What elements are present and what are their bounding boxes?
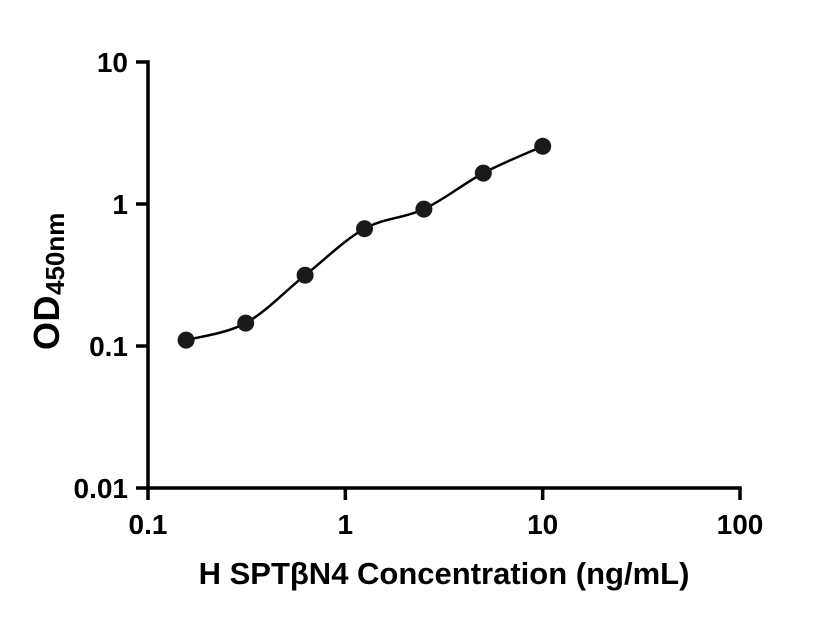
data-point — [237, 314, 255, 332]
y-axis-title: OD450nm — [26, 212, 70, 350]
y-tick-label: 10 — [97, 47, 128, 78]
x-tick-label: 100 — [717, 509, 764, 540]
x-tick-label: 1 — [338, 509, 354, 540]
data-point — [534, 137, 552, 155]
x-tick-label: 10 — [527, 509, 558, 540]
x-axis-title: H SPTβN4 Concentration (ng/mL) — [198, 556, 690, 591]
axis-lines — [146, 60, 742, 490]
data-point — [177, 331, 195, 349]
data-point — [474, 164, 492, 182]
x-tick-label: 0.1 — [129, 509, 168, 540]
data-point — [296, 266, 314, 284]
y-axis-title-main: OD — [26, 295, 67, 350]
y-tick-label: 1 — [112, 189, 128, 220]
y-tick-label: 0.1 — [89, 331, 128, 362]
y-tick-label: 0.01 — [74, 473, 129, 504]
data-point — [356, 220, 373, 238]
y-axis-title-subscript: 450nm — [40, 212, 70, 295]
data-point — [415, 200, 433, 218]
